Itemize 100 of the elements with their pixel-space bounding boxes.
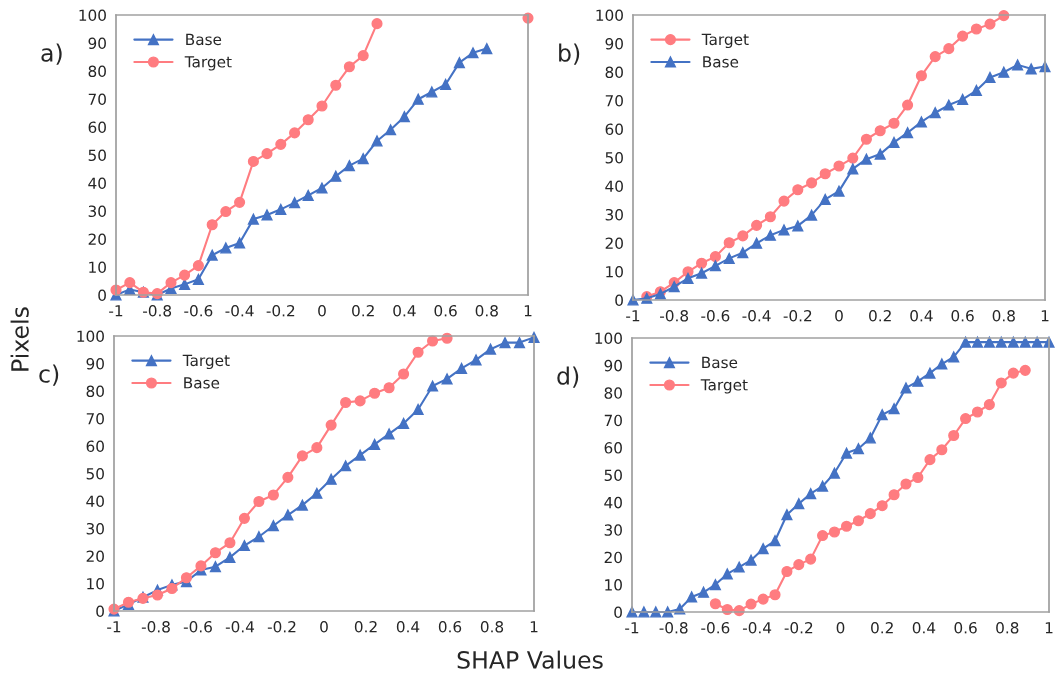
y-tick-label: 20 — [605, 237, 623, 250]
y-tick-label: 100 — [79, 9, 106, 22]
text: d) — [557, 366, 579, 388]
point — [876, 409, 888, 421]
y-tick-label: 100 — [596, 9, 623, 22]
point — [325, 419, 337, 431]
y-tick-label: 70 — [88, 93, 106, 106]
point — [357, 50, 369, 62]
y-tick-label: 10 — [606, 265, 623, 278]
point — [888, 489, 900, 501]
point — [412, 403, 424, 415]
point — [467, 47, 479, 59]
legend-label: Target — [700, 379, 748, 394]
point — [751, 237, 763, 249]
text: b) — [559, 43, 580, 65]
point — [247, 155, 259, 167]
point — [998, 66, 1010, 78]
point — [840, 447, 853, 459]
point — [455, 362, 468, 375]
x-tick-label: -0.6 — [184, 304, 213, 317]
point — [806, 177, 818, 189]
y-tick-label: 0 — [96, 605, 104, 618]
point — [165, 277, 177, 289]
point — [682, 272, 694, 284]
y-axis-title: Pixels — [10, 307, 29, 371]
point — [819, 168, 831, 180]
point — [709, 260, 721, 272]
point — [1012, 59, 1024, 71]
point — [311, 487, 323, 499]
point — [697, 586, 710, 598]
point — [751, 219, 763, 231]
point — [733, 561, 745, 573]
point — [793, 498, 805, 510]
y-tick-label: 50 — [605, 151, 623, 164]
point — [224, 537, 236, 549]
point — [470, 354, 482, 366]
point — [267, 520, 279, 532]
point — [247, 213, 259, 225]
point — [662, 606, 674, 618]
point — [737, 230, 749, 242]
x-tick-label: 0.6 — [951, 309, 974, 322]
point — [864, 508, 876, 520]
point — [696, 257, 708, 269]
y-tick-label: 0 — [614, 606, 622, 619]
point — [296, 450, 308, 462]
y-tick-label: 80 — [605, 66, 623, 79]
y-tick-label: 90 — [86, 357, 104, 370]
point — [383, 382, 395, 394]
x-tick-label: -0.2 — [783, 309, 812, 322]
point — [481, 43, 493, 55]
point — [929, 51, 941, 63]
point — [874, 125, 886, 137]
point — [817, 480, 829, 492]
y-tick-label: 100 — [595, 332, 622, 345]
x-tick-label: -0.8 — [659, 621, 688, 634]
point — [888, 136, 900, 148]
point — [453, 57, 465, 69]
point — [912, 375, 924, 387]
point — [971, 336, 984, 348]
point — [638, 606, 650, 618]
text: a) — [41, 43, 62, 65]
point — [793, 559, 805, 571]
point — [234, 237, 246, 249]
point — [371, 135, 383, 147]
x-tick-label: -0.6 — [701, 309, 730, 322]
point — [206, 249, 218, 261]
point — [261, 209, 273, 221]
y-tick-label: 20 — [88, 233, 106, 246]
point — [179, 269, 191, 281]
point — [960, 336, 972, 348]
point — [936, 444, 948, 456]
y-tick-label: 20 — [86, 550, 104, 563]
point — [650, 606, 662, 618]
x-tick-label: 0.4 — [910, 309, 933, 322]
point — [267, 489, 279, 501]
y-tick-label: 90 — [605, 37, 623, 50]
x-tick-label: 0.8 — [996, 621, 1019, 634]
point — [806, 209, 818, 221]
point — [151, 589, 164, 601]
x-tick-label: 0 — [320, 620, 328, 633]
point — [261, 148, 273, 160]
text: c) — [39, 364, 59, 386]
x-tick-label: 1 — [1041, 310, 1049, 322]
point — [840, 520, 853, 532]
point — [311, 442, 323, 454]
y-tick-label: 50 — [604, 469, 622, 482]
point — [398, 417, 410, 430]
point — [860, 153, 872, 165]
point — [737, 247, 749, 259]
point — [330, 79, 342, 91]
point — [876, 500, 888, 512]
y-tick-label: 50 — [86, 467, 104, 480]
point — [833, 160, 845, 172]
point — [874, 148, 886, 160]
x-tick-label: -0.8 — [141, 620, 170, 633]
point — [340, 396, 352, 409]
point — [282, 471, 294, 483]
point — [723, 252, 735, 264]
point — [957, 93, 969, 105]
point — [778, 224, 790, 236]
